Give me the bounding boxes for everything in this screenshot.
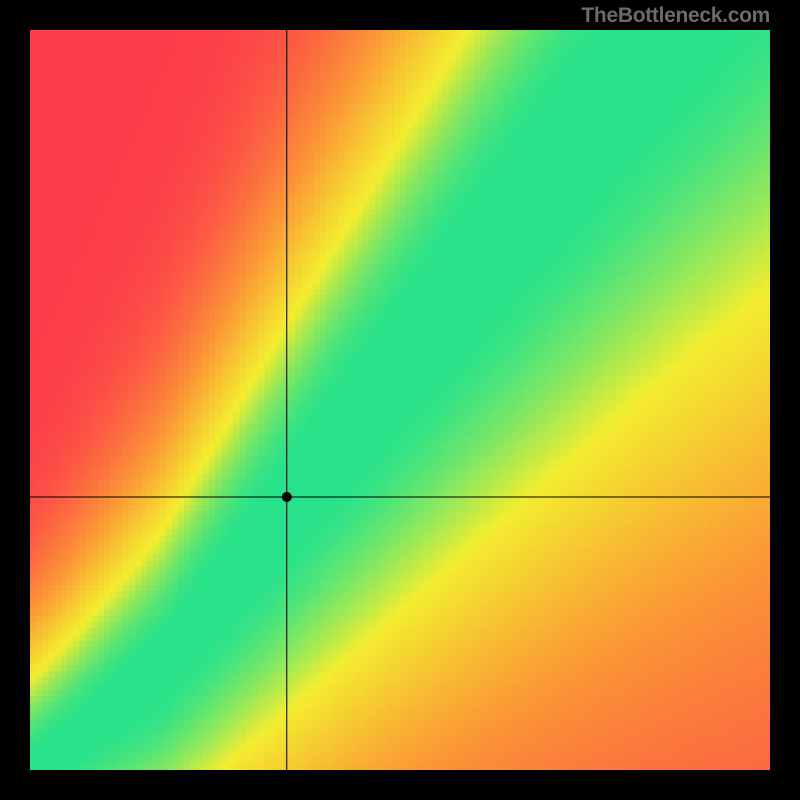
chart-container: TheBottleneck.com — [0, 0, 800, 800]
bottleneck-heatmap — [30, 30, 770, 770]
plot-area — [30, 30, 770, 770]
watermark-text: TheBottleneck.com — [581, 4, 770, 28]
